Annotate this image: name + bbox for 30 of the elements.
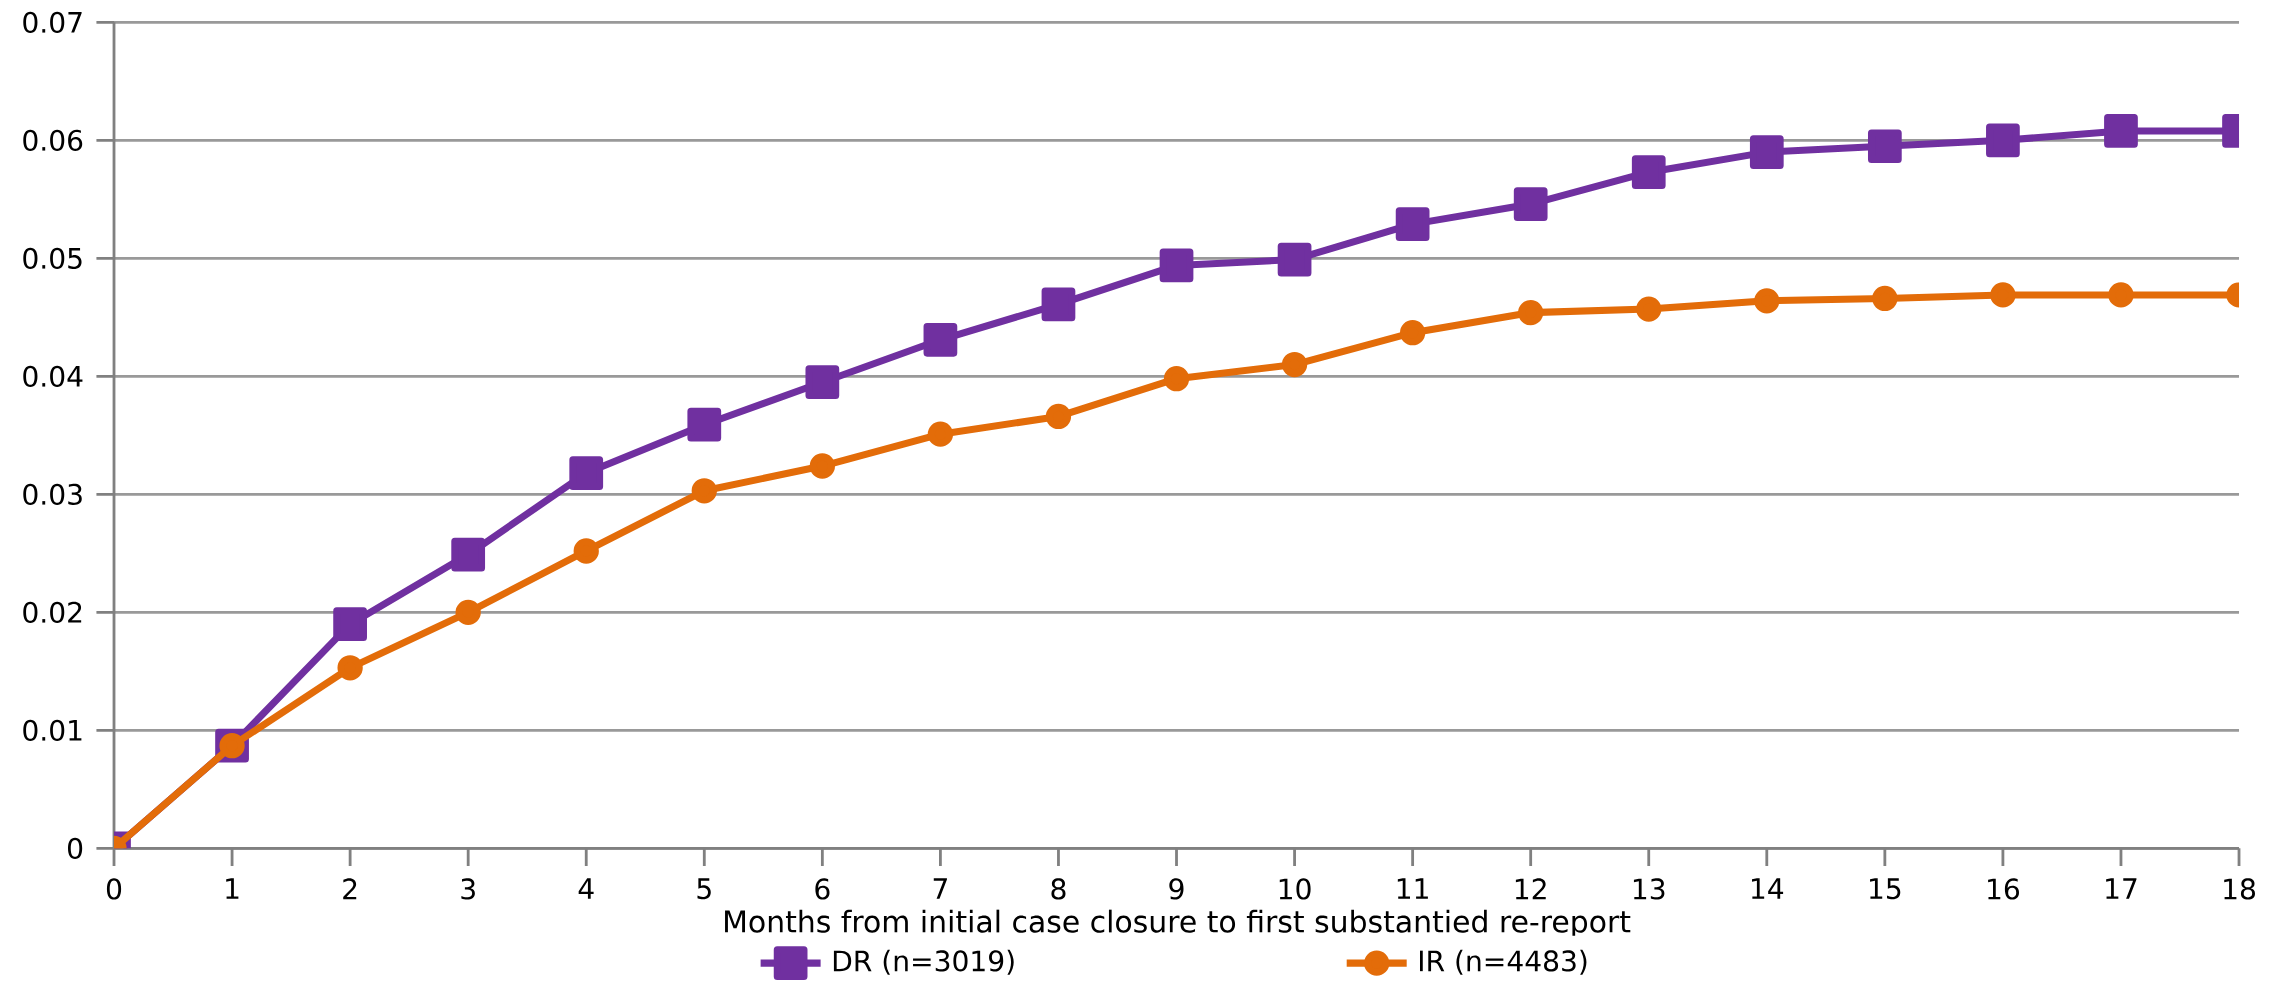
y-tick-label: 0.06 <box>23 129 83 151</box>
x-tick-label: 2 <box>343 878 357 900</box>
legend-label: IR (n=4483) <box>1420 949 1587 975</box>
x-axis-title: Months from initial case closure to first substantied re-report <box>725 909 1631 939</box>
x-tick-label: 13 <box>1633 878 1665 900</box>
y-tick-label: 0.05 <box>23 247 82 269</box>
y-tick-label: 0.04 <box>23 365 83 387</box>
x-tick-label: 12 <box>1515 878 1546 900</box>
x-tick-label: 5 <box>697 878 711 900</box>
y-tick-label: 0.03 <box>23 483 82 505</box>
x-tick-label: 6 <box>815 878 830 900</box>
x-tick-label: 7 <box>933 878 947 899</box>
y-tick-label: 0.02 <box>23 601 82 623</box>
y-tick-label: 0.07 <box>23 11 82 33</box>
x-tick-label: 1 <box>226 878 239 899</box>
x-tick-label: 18 <box>2224 878 2255 900</box>
x-tick-label: 10 <box>1279 878 1311 900</box>
x-tick-label: 0 <box>106 878 122 900</box>
x-tick-label: 11 <box>1397 878 1428 899</box>
y-tick-label: 0.01 <box>23 719 82 741</box>
y-tick-label: 0 <box>68 837 83 859</box>
x-tick-label: 15 <box>1870 878 1901 900</box>
x-tick-label: 14 <box>1751 878 1784 899</box>
x-tick-label: 8 <box>1051 878 1066 900</box>
x-tick-label: 3 <box>461 878 475 900</box>
x-tick-label: 16 <box>1988 878 2019 900</box>
x-tick-label: 4 <box>578 878 594 899</box>
x-tick-label: 17 <box>2106 878 2137 899</box>
legend-label: DR (n=3019) <box>833 949 1014 975</box>
x-tick-label: 9 <box>1169 878 1184 900</box>
